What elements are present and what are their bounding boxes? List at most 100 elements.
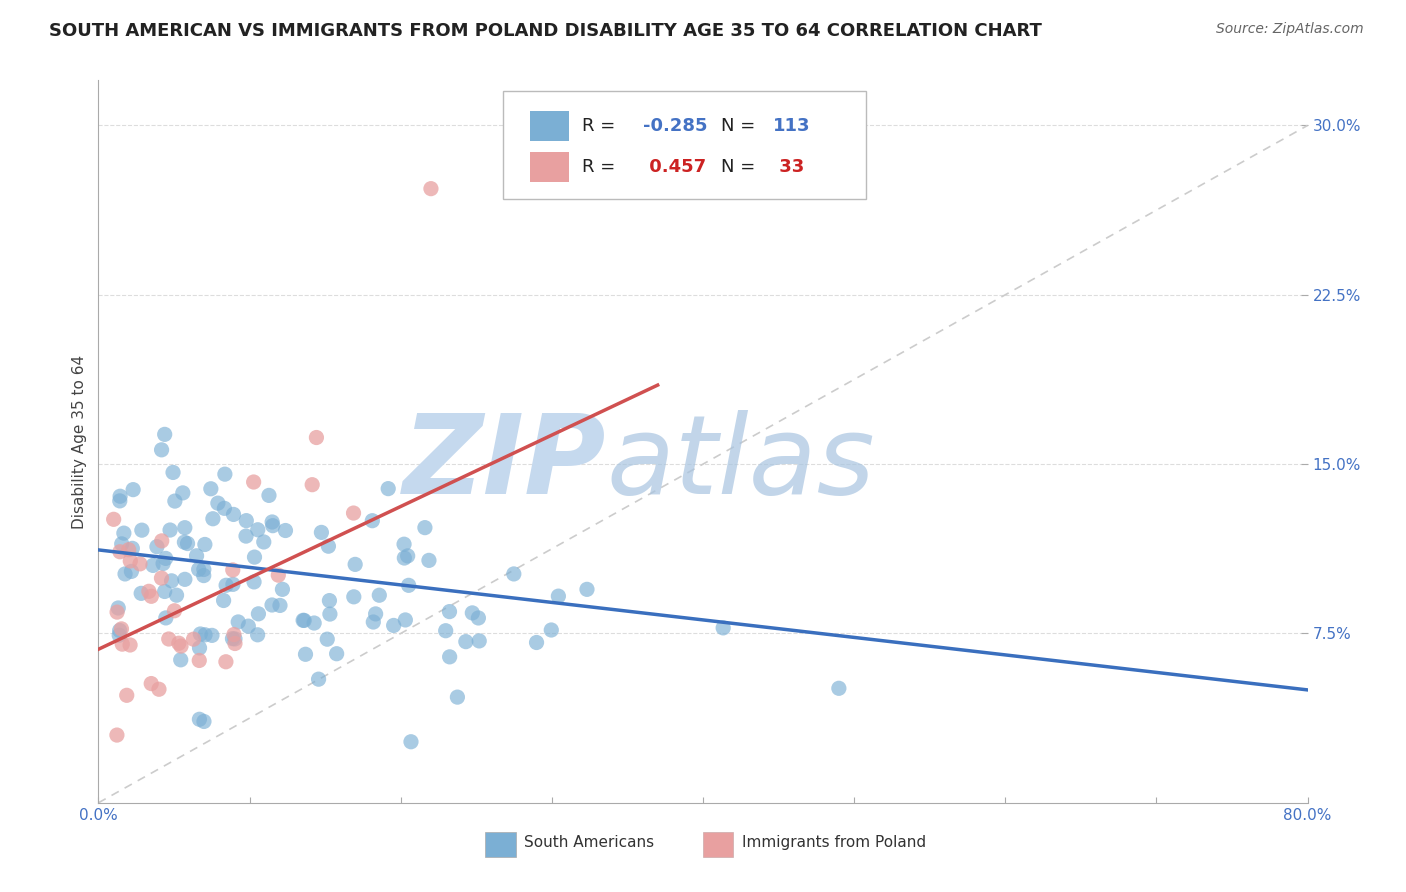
Point (214, 467, 236, 482)
Point (167, 636, 190, 650)
Point (157, 632, 180, 646)
Point (247, 607, 270, 621)
Point (150, 442, 173, 457)
Point (155, 611, 177, 625)
Point (129, 586, 152, 600)
Point (108, 494, 131, 508)
Point (344, 558, 367, 572)
Point (114, 566, 136, 581)
Point (292, 613, 315, 627)
FancyBboxPatch shape (503, 91, 866, 200)
Point (235, 529, 257, 543)
Point (267, 568, 290, 582)
Point (160, 574, 183, 588)
Text: atlas: atlas (606, 409, 875, 516)
Point (361, 514, 384, 528)
Point (238, 619, 260, 633)
Point (153, 427, 176, 442)
Point (547, 589, 569, 603)
Point (108, 489, 131, 503)
Point (242, 475, 264, 489)
Point (193, 714, 215, 729)
Point (342, 506, 364, 520)
Point (170, 639, 193, 653)
Point (141, 676, 163, 690)
Point (121, 541, 143, 556)
Point (399, 735, 422, 749)
Point (194, 628, 217, 642)
Point (187, 562, 209, 576)
Point (110, 622, 132, 636)
Point (257, 488, 280, 502)
Point (142, 558, 165, 573)
Point (226, 615, 249, 629)
Point (526, 635, 548, 649)
Point (111, 637, 134, 651)
Point (173, 572, 195, 586)
Text: N =: N = (721, 158, 761, 176)
Point (269, 599, 291, 613)
Point (201, 512, 224, 526)
Point (468, 634, 491, 648)
Point (828, 681, 851, 696)
Point (166, 588, 188, 602)
Point (292, 614, 315, 628)
Point (394, 613, 416, 627)
Point (103, 512, 125, 526)
Point (274, 524, 297, 538)
Point (188, 653, 211, 667)
Point (262, 515, 284, 529)
Point (183, 632, 205, 647)
Point (246, 523, 269, 537)
Text: R =: R = (582, 117, 621, 135)
Point (398, 578, 420, 592)
Text: N =: N = (721, 117, 761, 135)
Point (111, 537, 134, 551)
Y-axis label: Disability Age 35 to 64: Disability Age 35 to 64 (72, 354, 87, 529)
Point (439, 605, 461, 619)
Point (294, 648, 316, 662)
Point (207, 496, 229, 510)
Text: ZIP: ZIP (402, 409, 606, 516)
Point (141, 589, 163, 603)
Point (118, 542, 141, 557)
Point (172, 486, 194, 500)
Point (173, 535, 195, 549)
Point (105, 728, 128, 742)
Point (224, 632, 246, 646)
Point (115, 688, 138, 702)
Point (155, 551, 177, 566)
Point (418, 553, 440, 567)
Point (243, 550, 266, 565)
Point (163, 604, 186, 618)
Point (152, 557, 174, 571)
Point (235, 514, 257, 528)
Point (540, 623, 562, 637)
Text: Immigrants from Poland: Immigrants from Poland (742, 835, 925, 850)
Point (193, 568, 215, 582)
Point (246, 628, 269, 642)
Point (420, 181, 443, 195)
Point (446, 690, 468, 705)
Point (215, 578, 238, 592)
Point (107, 601, 129, 615)
Point (194, 537, 217, 551)
Point (301, 477, 323, 491)
Point (146, 540, 169, 554)
Point (212, 593, 235, 607)
Point (271, 582, 294, 597)
Point (222, 563, 245, 577)
Point (222, 577, 245, 591)
Point (318, 539, 340, 553)
Point (308, 672, 330, 686)
Point (377, 482, 399, 496)
Text: 33: 33 (773, 158, 804, 176)
Point (162, 466, 184, 480)
Bar (485, 831, 516, 857)
Point (188, 712, 211, 726)
Point (153, 584, 176, 599)
Point (201, 628, 224, 642)
Point (363, 615, 385, 629)
Point (243, 574, 266, 589)
Point (120, 554, 142, 568)
